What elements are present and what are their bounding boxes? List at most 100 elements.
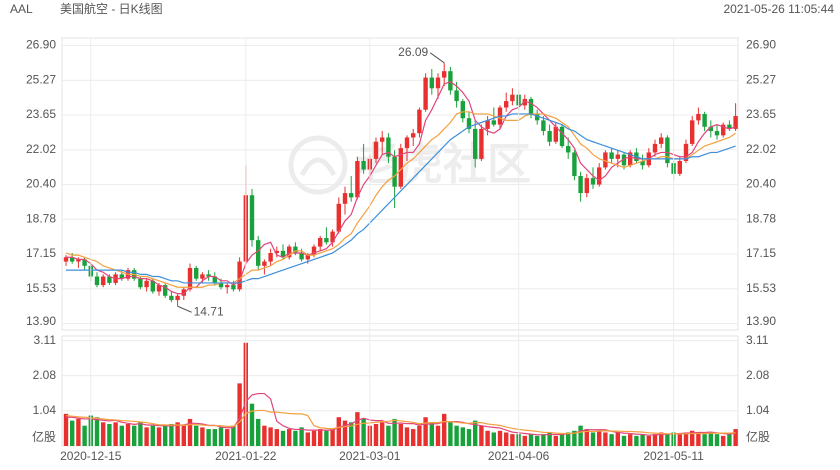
candle-body	[82, 259, 87, 266]
volume-bar	[299, 427, 304, 446]
volume-bar	[132, 425, 137, 446]
candle-body	[194, 267, 199, 279]
volume-bar	[727, 434, 732, 446]
x-tick-label: 2021-04-06	[488, 449, 550, 463]
volume-bar	[330, 429, 335, 446]
y-tick-label-right: 1.04	[746, 403, 770, 417]
candle-body	[342, 193, 348, 204]
volume-bar	[677, 434, 682, 446]
volume-bar	[702, 434, 707, 446]
candle-body	[268, 252, 273, 262]
volume-bar	[510, 434, 515, 446]
candle-body	[181, 289, 186, 296]
volume-bar	[572, 430, 577, 446]
volume-bar	[566, 432, 571, 446]
y-tick-label: 25.27	[26, 73, 56, 87]
volume-bar	[76, 418, 81, 446]
volume-bar	[169, 424, 174, 446]
y-tick-label: 亿股	[32, 429, 56, 444]
y-tick-label-right: 亿股	[746, 429, 770, 444]
ma-line	[65, 409, 736, 435]
candle-body	[566, 146, 571, 153]
candle-body	[187, 267, 193, 290]
volume-bar	[101, 422, 106, 446]
volume-bar	[336, 417, 341, 446]
volume-bar	[721, 435, 726, 446]
ma-line	[66, 113, 736, 284]
volume-bar	[547, 432, 552, 446]
candle-body	[76, 259, 81, 262]
candle-body	[504, 101, 509, 108]
y-tick-label: 20.40	[26, 177, 56, 191]
volume-bar	[473, 420, 478, 446]
y-tick-label-right: 15.53	[746, 281, 776, 295]
volume-bar	[113, 422, 118, 446]
volume-bar	[479, 425, 484, 446]
y-tick-label: 23.65	[26, 107, 56, 121]
y-tick-label: 17.15	[26, 246, 56, 260]
y-tick-label: 18.78	[26, 211, 56, 225]
candle-body	[727, 124, 732, 129]
y-tick-label-right: 25.27	[746, 73, 776, 87]
y-tick-label-right: 26.90	[746, 38, 776, 52]
volume-bar	[82, 425, 87, 446]
candle-body	[448, 71, 453, 91]
volume-bar	[218, 427, 224, 446]
candle-body	[206, 274, 211, 277]
volume-bar	[491, 432, 496, 446]
volume-bar	[63, 413, 69, 446]
timestamp: 2021-05-26 11:05:44	[723, 2, 834, 16]
candle-body	[280, 250, 286, 258]
candle-body	[373, 141, 379, 159]
y-tick-label-right: 17.15	[746, 246, 776, 260]
candle-body	[479, 128, 484, 159]
candle-body	[553, 126, 558, 142]
volume-bar	[597, 430, 602, 446]
volume-bar	[324, 430, 329, 446]
candle-body	[380, 137, 385, 142]
volume-bar	[541, 434, 546, 446]
candle-body	[361, 161, 366, 170]
volume-bar	[392, 418, 397, 446]
candle-body	[590, 178, 596, 185]
candle-body	[150, 280, 155, 292]
candle-body	[609, 152, 614, 159]
candle-body	[63, 257, 69, 262]
candle-body	[708, 126, 713, 132]
candle-body	[355, 161, 360, 198]
candle-body	[287, 246, 292, 258]
volume-bar	[398, 424, 403, 446]
candle-body	[218, 282, 224, 288]
candle-body	[683, 143, 689, 162]
x-tick-label: 2021-03-01	[339, 449, 401, 463]
candle-body	[510, 94, 515, 102]
volume-bar	[683, 432, 689, 446]
price-frame	[61, 37, 739, 331]
volume-bar	[640, 434, 645, 446]
watermark-logo	[288, 135, 348, 195]
candle-body	[411, 133, 416, 138]
volume-bar	[231, 425, 236, 446]
candle-body	[311, 246, 317, 256]
volume-bar	[733, 429, 738, 446]
candle-body	[714, 131, 720, 136]
y-tick-label: 26.90	[26, 38, 56, 52]
volume-bar	[107, 424, 112, 446]
volume-bar	[590, 432, 596, 446]
volume-bar	[119, 425, 124, 446]
candle-body	[231, 285, 236, 290]
volume-bar	[200, 427, 205, 446]
candle-body	[225, 285, 230, 288]
volume-bar	[578, 425, 583, 446]
candle-body	[330, 231, 335, 243]
volume-bar	[125, 424, 131, 446]
y-tick-label: 15.53	[26, 281, 56, 295]
volume-bar	[249, 403, 255, 446]
volume-bar	[150, 425, 155, 446]
volume-bar	[621, 435, 627, 446]
volume-bar	[535, 435, 540, 446]
y-tick-label: 13.90	[26, 314, 56, 328]
volume-bar	[659, 432, 664, 446]
candle-body	[163, 285, 168, 296]
